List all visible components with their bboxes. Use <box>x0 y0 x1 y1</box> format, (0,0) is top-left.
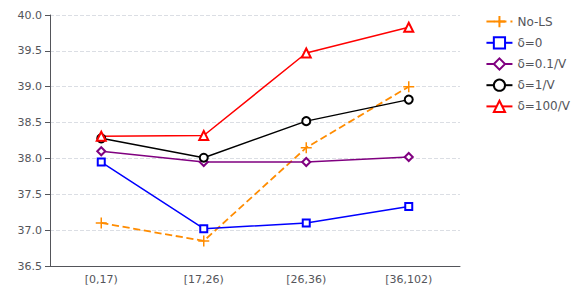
svg-text:40.0: 40.0 <box>18 9 43 22</box>
svg-text:38.0: 38.0 <box>18 152 43 165</box>
svg-text:39.5: 39.5 <box>18 44 43 57</box>
svg-text:δ=0: δ=0 <box>517 36 542 50</box>
svg-text:δ=1/V: δ=1/V <box>517 78 555 92</box>
svg-text:δ=100/V: δ=100/V <box>517 99 570 113</box>
svg-text:[26,36): [26,36) <box>286 273 326 286</box>
svg-text:38.5: 38.5 <box>18 116 43 129</box>
svg-text:δ=0.1/V: δ=0.1/V <box>517 57 567 71</box>
svg-text:[36,102): [36,102) <box>385 273 432 286</box>
svg-text:37.0: 37.0 <box>18 224 43 237</box>
svg-text:39.0: 39.0 <box>18 80 43 93</box>
svg-text:[17,26): [17,26) <box>184 273 224 286</box>
svg-text:37.5: 37.5 <box>18 188 43 201</box>
svg-text:No-LS: No-LS <box>517 15 552 29</box>
svg-text:36.5: 36.5 <box>18 260 43 273</box>
svg-text:[0,17): [0,17) <box>85 273 118 286</box>
